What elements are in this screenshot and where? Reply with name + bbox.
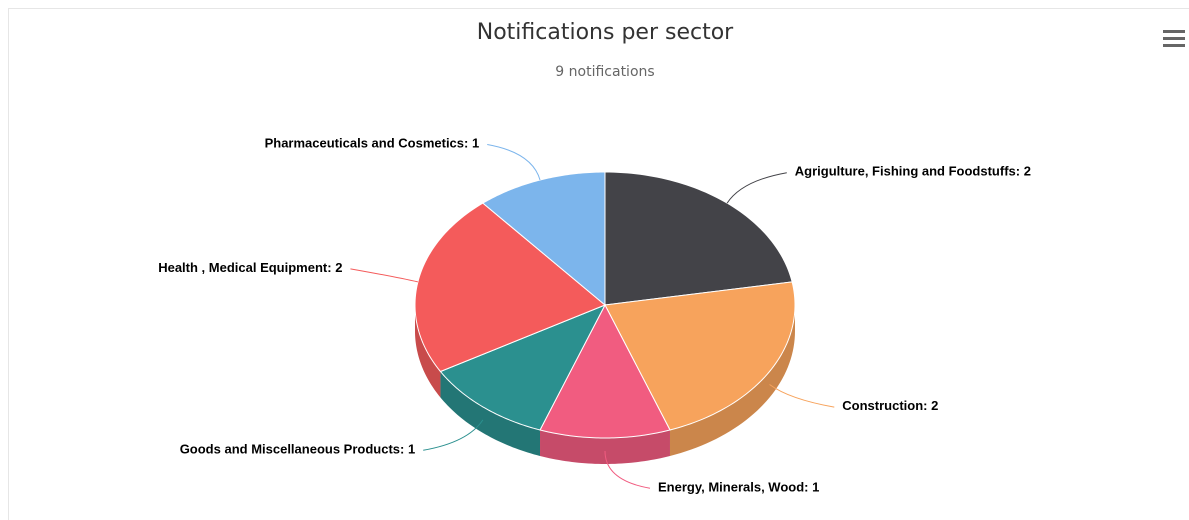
label-separator: :: [804, 480, 812, 495]
slice: [439, 304, 607, 431]
label-connector: [350, 268, 418, 283]
slice: [604, 281, 796, 431]
label-connector: [769, 384, 835, 408]
data-label: Goods and Miscellaneous Products: 1: [180, 442, 416, 457]
label-value: 2: [931, 399, 938, 414]
label-separator: :: [327, 260, 335, 275]
chart-title: Notifications per sector: [477, 20, 734, 45]
menu-bar: [1163, 44, 1185, 47]
data-label: Agrigulture, Fishing and Foodstuffs: 2: [795, 164, 1031, 179]
menu-bar: [1163, 37, 1185, 40]
slice-side: [415, 305, 441, 398]
menu-bar: [1163, 30, 1185, 33]
label-category: Health , Medical Equipment: [158, 260, 328, 275]
walls: [415, 305, 795, 464]
slice-side: [540, 429, 670, 464]
label-category: Goods and Miscellaneous Products: [180, 442, 400, 457]
menu-button[interactable]: [1163, 30, 1185, 47]
data-label: Health , Medical Equipment: 2: [158, 260, 342, 275]
label-value: 2: [335, 260, 342, 275]
labels: Agrigulture, Fishing and Foodstuffs: 2Co…: [158, 136, 1031, 495]
label-value: 1: [812, 480, 819, 495]
label-separator: :: [923, 399, 931, 414]
data-label: Pharmaceuticals and Cosmetics: 1: [265, 136, 480, 151]
label-separator: :: [400, 442, 408, 457]
label-category: Construction: [842, 399, 923, 414]
slice-side: [669, 305, 795, 456]
label-category: Agrigulture, Fishing and Foodstuffs: [795, 164, 1016, 179]
label-connector: [423, 419, 484, 451]
label-connector: [726, 172, 787, 204]
slice: [539, 303, 671, 439]
chart-subtitle: 9 notifications: [555, 64, 654, 80]
tops: [414, 171, 796, 439]
label-category: Energy, Minerals, Wood: [658, 480, 804, 495]
data-label: Construction: 2: [842, 399, 938, 414]
label-separator: :: [464, 136, 472, 151]
label-value: 1: [472, 136, 479, 151]
slice-side: [440, 371, 541, 456]
label-category: Pharmaceuticals and Cosmetics: [265, 136, 464, 151]
data-label: Energy, Minerals, Wood: 1: [658, 480, 819, 495]
label-connector: [487, 144, 541, 181]
label-value: 2: [1024, 164, 1031, 179]
label-separator: :: [1016, 164, 1024, 179]
label-connector: [604, 450, 651, 489]
label-value: 1: [408, 442, 415, 457]
